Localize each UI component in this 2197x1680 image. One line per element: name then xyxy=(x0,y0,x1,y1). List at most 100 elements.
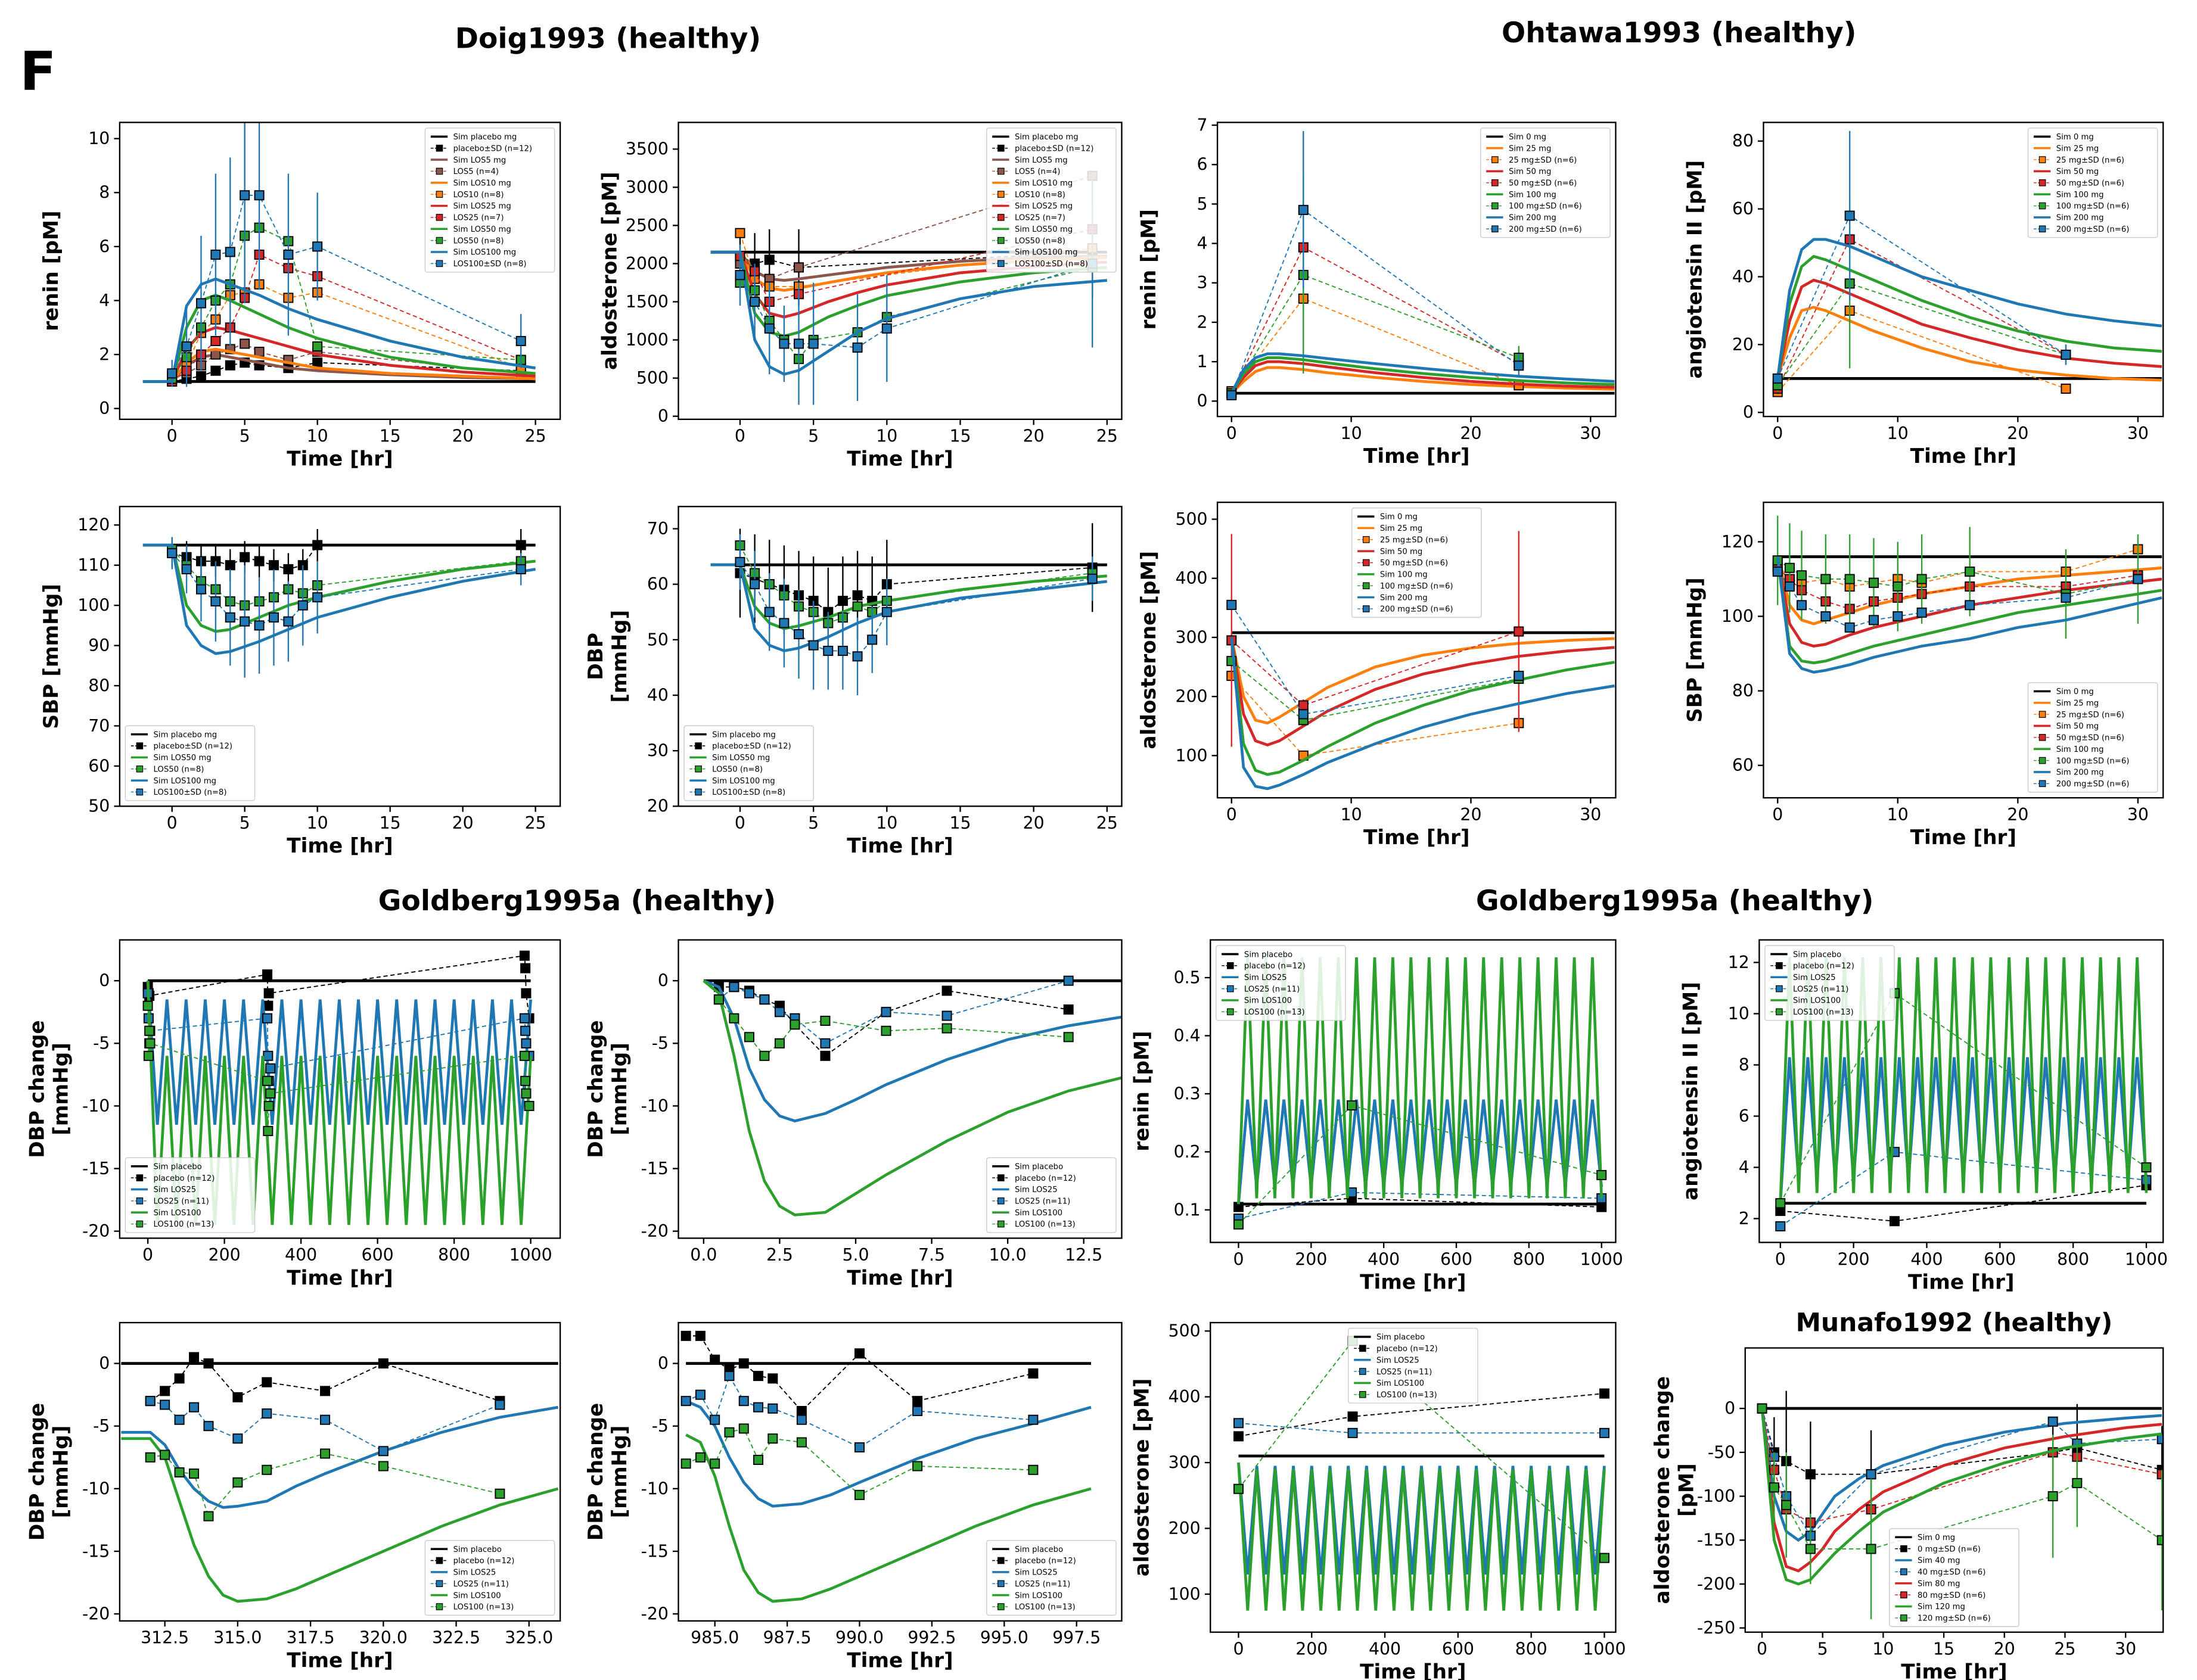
data-point xyxy=(1868,615,1879,626)
legend-marker xyxy=(997,1603,1005,1610)
sim-line xyxy=(1230,356,1615,394)
legend-marker xyxy=(1359,1345,1366,1352)
chart-title: Munafo1992 (healthy) xyxy=(1796,1308,2113,1337)
y-tick-label: 120 xyxy=(1721,532,1754,552)
axes-frame xyxy=(678,506,1123,807)
x-tick-label: 5.0 xyxy=(842,1245,869,1265)
y-tick-label: 40 xyxy=(647,685,669,705)
data-point xyxy=(203,1358,214,1369)
legend: Sim 0 mg Sim 25 mg 25 mg±SD (n=6) Sim 50 mg… xyxy=(1351,507,1482,618)
x-tick-label: 10 xyxy=(1341,424,1362,443)
y-tick-label: 300 xyxy=(1169,1453,1201,1473)
data-point xyxy=(210,249,221,260)
data-line xyxy=(1230,274,1519,394)
x-tick-label: 10 xyxy=(1872,1639,1894,1659)
data-point xyxy=(820,1015,831,1026)
data-point xyxy=(1844,210,1855,221)
y-tick-label: 60 xyxy=(1732,199,1754,219)
x-tick-label: 0 xyxy=(735,427,745,446)
legend-label: Sim LOS25 xyxy=(453,1569,496,1578)
plot xyxy=(1233,957,1607,1230)
data-point xyxy=(852,651,863,662)
data-point xyxy=(764,606,775,617)
panel: 0 5 10 15 20 25 50 60 70 80 90 100 110 120 Time [hr] SB… xyxy=(39,506,561,858)
legend-label: Sim 25 mg xyxy=(1509,144,1551,153)
y-axis-label-line: [mmHg] xyxy=(49,1426,73,1519)
x-axis-label: Time [hr] xyxy=(1910,826,2016,850)
y-tick-label: 4 xyxy=(99,291,110,310)
x-axis-label: Time [hr] xyxy=(847,834,953,858)
data-point xyxy=(495,1399,505,1410)
legend-label: Sim 200 mg xyxy=(2056,214,2104,223)
y-axis-label-line: DBP change xyxy=(25,1020,49,1158)
y-tick-label: 500 xyxy=(1169,1321,1201,1341)
legend-marker xyxy=(436,1603,443,1610)
legend-label: Sim LOS100 mg xyxy=(712,777,775,786)
x-tick-label: 325.0 xyxy=(505,1628,553,1648)
legend-label: Sim placebo xyxy=(1376,1333,1425,1342)
data-line xyxy=(1231,631,1519,707)
data-point xyxy=(767,1433,778,1444)
legend-label: Sim placebo mg xyxy=(453,133,517,142)
x-axis-label: Time [hr] xyxy=(1363,826,1469,850)
data-point xyxy=(779,338,790,349)
x-tick-label: 0 xyxy=(1772,424,1783,443)
legend-label: Sim LOS5 mg xyxy=(453,156,506,165)
data-line xyxy=(172,284,521,377)
legend-label: Sim placebo xyxy=(1244,950,1292,959)
data-point xyxy=(1233,1431,1244,1442)
legend-label: Sim 50 mg xyxy=(1380,547,1422,556)
data-point xyxy=(912,1396,923,1407)
data-point xyxy=(232,1433,243,1444)
data-point xyxy=(240,190,250,201)
y-tick-label: 50 xyxy=(647,630,669,649)
legend: Sim placebo placebo (n=12) Sim LOS25 LOS25 … xyxy=(1764,945,1895,1021)
y-tick-label: 0.4 xyxy=(1174,1026,1201,1046)
legend-marker xyxy=(436,237,443,244)
x-tick-label: 1000 xyxy=(1580,1249,1623,1269)
sim-line xyxy=(121,1437,559,1603)
y-axis-label: angiotensin II [pM] xyxy=(1679,982,1702,1200)
y-tick-label: -200 xyxy=(1697,1574,1735,1594)
legend-label: Sim 50 mg xyxy=(1509,167,1551,176)
data-line xyxy=(739,228,1093,303)
data-point xyxy=(263,1050,274,1061)
data-point xyxy=(1868,577,1879,588)
data-point xyxy=(521,988,532,998)
data-point xyxy=(524,1100,535,1111)
data-point xyxy=(820,1050,831,1061)
y-tick-label: 8 xyxy=(99,183,110,203)
y-axis-label: aldosterone [pM] xyxy=(598,172,622,370)
y-tick-label: 1 xyxy=(1197,352,1208,372)
legend-label: LOS100±SD (n=8) xyxy=(453,260,527,269)
axes-frame xyxy=(119,506,561,807)
y-axis-label-line: [mmHg] xyxy=(608,610,632,703)
x-tick-label: 20 xyxy=(1023,813,1045,833)
y-axis-label: renin [pM] xyxy=(39,210,63,331)
legend-label: 120 mg±SD (n=6) xyxy=(1918,1614,1991,1623)
x-tick-label: 10 xyxy=(1887,424,1909,443)
data-point xyxy=(515,335,526,346)
legend-label: 25 mg±SD (n=6) xyxy=(2056,711,2124,720)
axes-frame xyxy=(1763,122,2164,418)
data-point xyxy=(767,1403,778,1414)
figure-title: Doig1993 (healthy) xyxy=(455,22,761,55)
x-tick-label: 800 xyxy=(2057,1249,2089,1269)
data-point xyxy=(738,1358,749,1369)
legend-marker xyxy=(695,742,702,749)
data-point xyxy=(1514,670,1524,681)
data-point xyxy=(210,349,221,360)
data-point xyxy=(808,338,819,349)
legend-label: LOS25 (n=11) xyxy=(1244,985,1300,994)
data-point xyxy=(837,645,848,656)
y-tick-label: 300 xyxy=(1175,627,1207,647)
legend-label: LOS5 (n=4) xyxy=(1015,167,1060,176)
data-point xyxy=(881,1007,891,1018)
data-point xyxy=(764,254,775,265)
x-tick-label: 600 xyxy=(1442,1639,1474,1659)
plot xyxy=(121,1352,559,1603)
data-point xyxy=(515,540,526,550)
legend-marker xyxy=(1362,559,1370,567)
data-point xyxy=(1805,1469,1816,1480)
x-tick-label: 10 xyxy=(876,427,897,446)
